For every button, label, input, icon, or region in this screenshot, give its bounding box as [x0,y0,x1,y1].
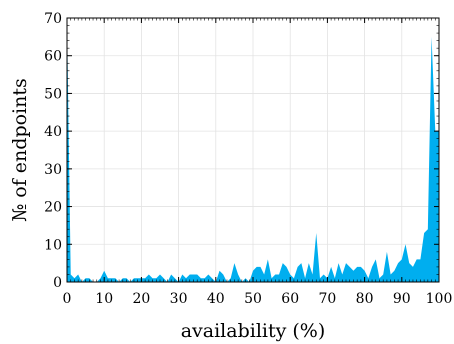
y-tick-label: 50 [44,86,62,102]
y-tick-label: 60 [44,49,62,65]
x-tick-labels: 0 10 20 30 40 50 60 70 80 90 100 [63,291,453,307]
x-tick-label: 20 [132,291,150,307]
y-tick-labels: 0 10 20 30 40 50 60 70 [44,11,62,291]
major-ticks [66,17,440,283]
x-tick-label: 90 [393,291,411,307]
x-axis-title: availability (%) [181,320,326,342]
x-tick-label: 80 [356,291,374,307]
y-tick-label: 40 [44,124,62,140]
x-tick-label: 0 [63,291,72,307]
y-axis-title: № of endpoints [9,78,31,221]
x-tick-label: 70 [318,291,336,307]
x-tick-label: 60 [281,291,299,307]
x-tick-label: 40 [207,291,225,307]
y-tick-label: 0 [53,275,62,291]
y-tick-label: 30 [44,162,62,178]
grid-lines [66,17,440,283]
x-tick-label: 30 [170,291,188,307]
x-tick-label: 50 [244,291,262,307]
y-tick-label: 10 [44,237,62,253]
y-tick-label: 20 [44,200,62,216]
y-tick-label: 70 [44,11,62,27]
x-tick-label: 100 [426,291,453,307]
x-tick-label: 10 [95,291,113,307]
